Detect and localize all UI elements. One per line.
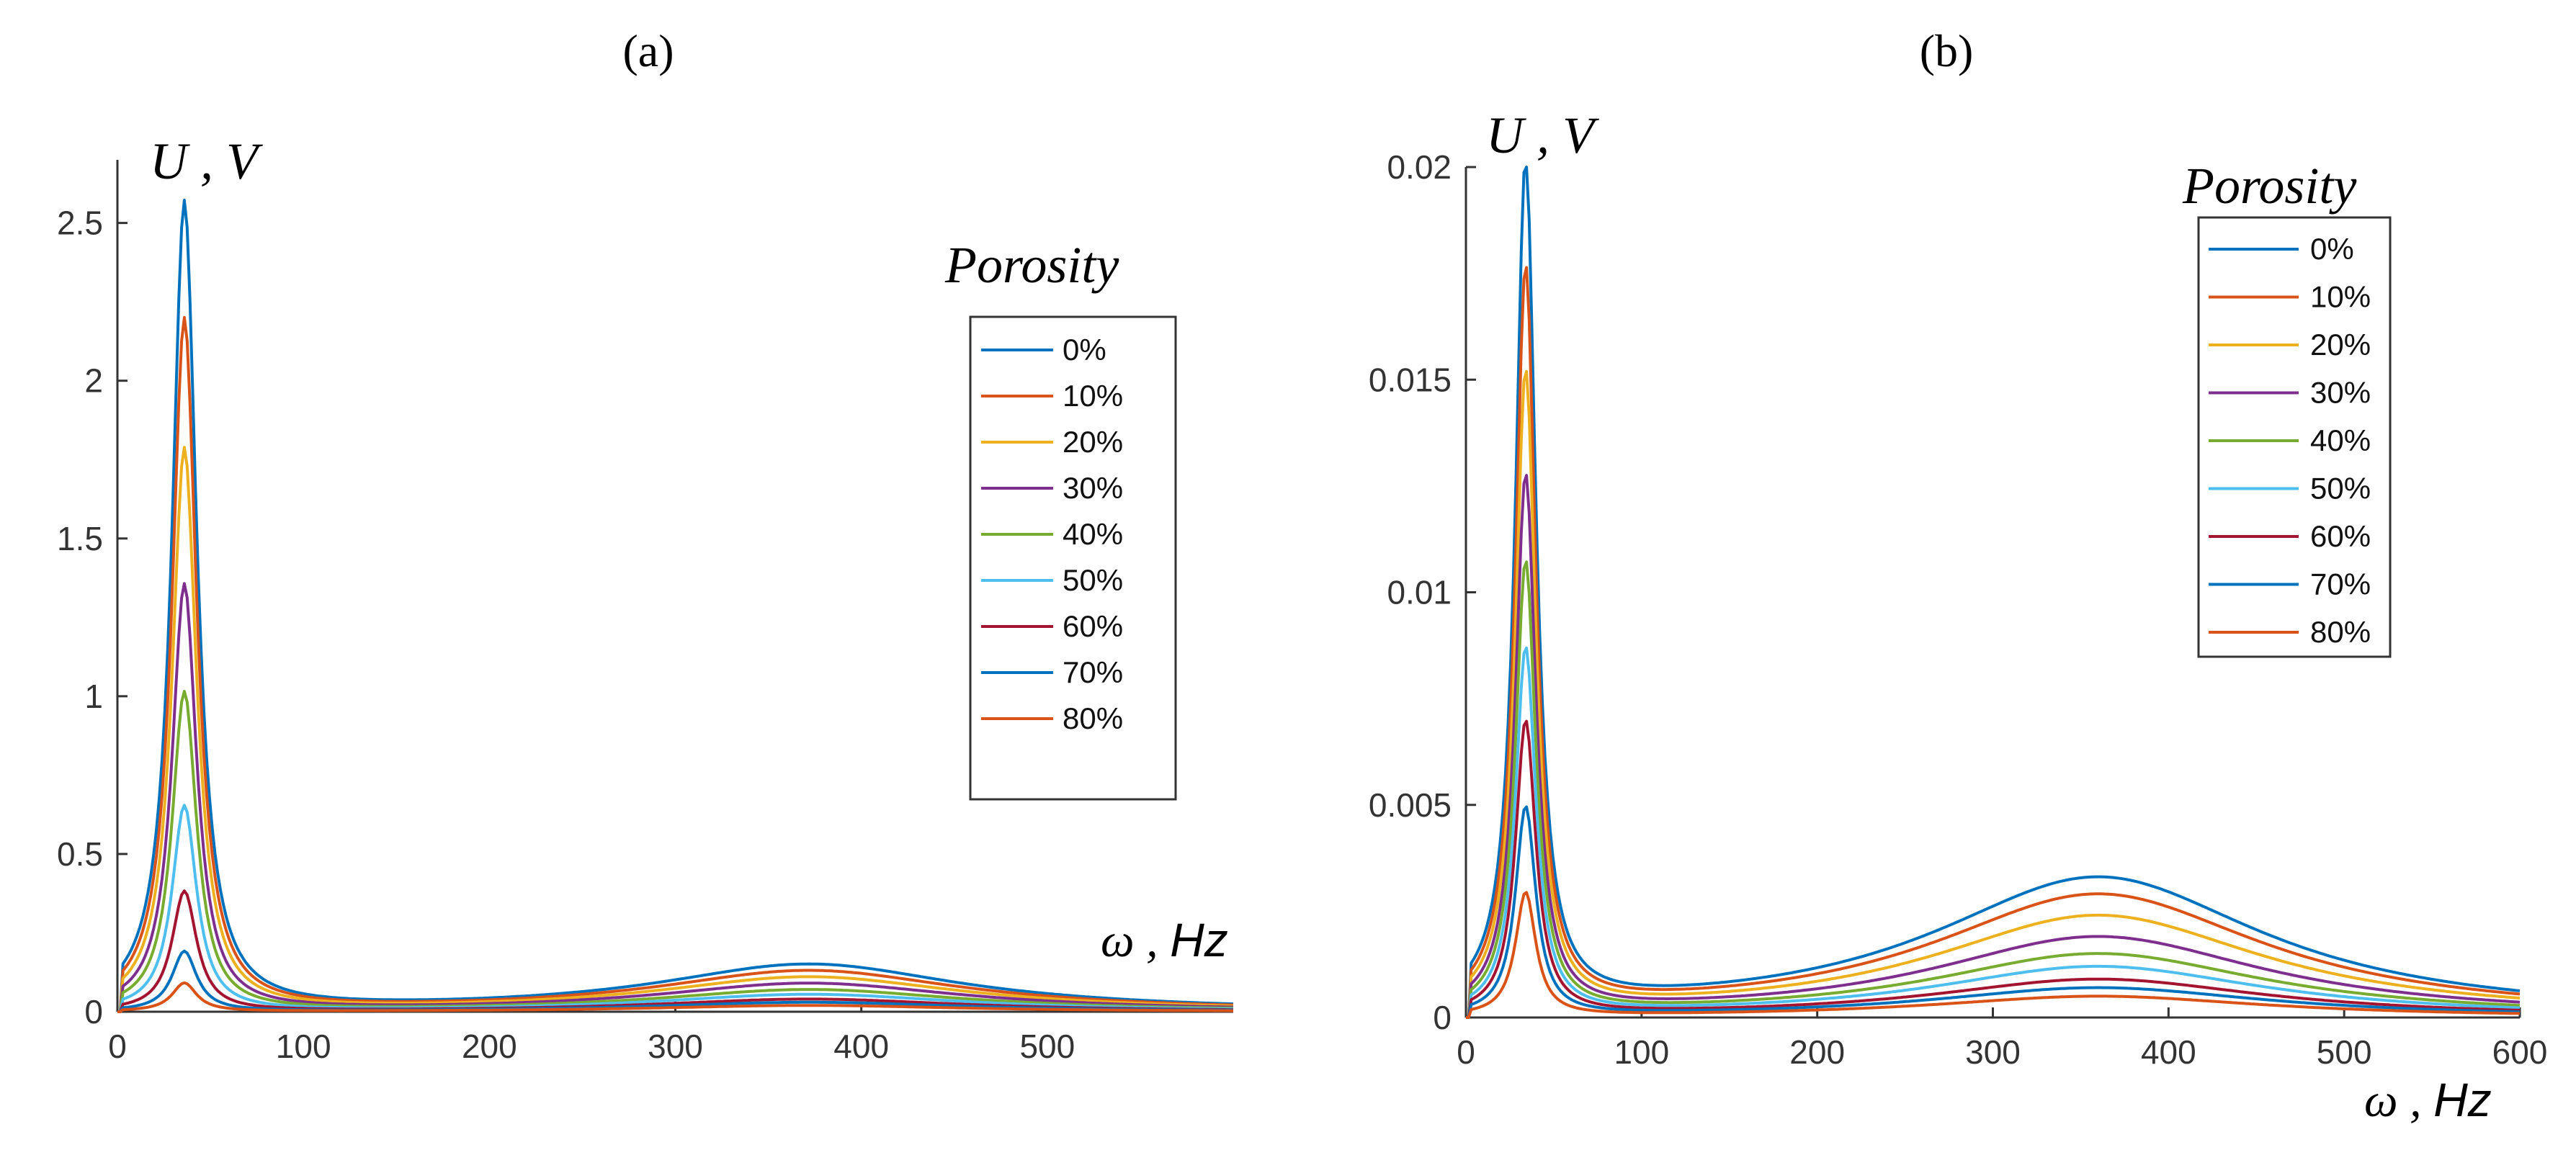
- panel-b-legend-title: Porosity: [2182, 157, 2356, 215]
- panel-b-y-tick-label: 0.005: [1369, 786, 1452, 824]
- panel-b-series-20pct: [1466, 369, 2521, 1019]
- panel-b-x-tick-label: 100: [1614, 1033, 1669, 1071]
- panel-a-legend-title: Porosity: [944, 236, 1119, 294]
- panel-a-x-tick-label: 200: [462, 1028, 517, 1065]
- panel-a-y-ticks: 0 0.5 1 1.5 2 2.5: [57, 205, 128, 1030]
- panel-a-label: (a): [622, 25, 674, 76]
- panel-a-xlabel-symbol: ω: [1101, 915, 1135, 967]
- panel-a-legend-label: 0%: [1063, 333, 1106, 367]
- panel-b-x-tick-label: 500: [2317, 1033, 2372, 1071]
- panel-b-legend-label: 50%: [2310, 472, 2371, 506]
- panel-a-series-80pct: [117, 981, 1233, 1013]
- panel-b: (b) U , V 0 100 200 300 400 500 600 0 0.005 0.01…: [1369, 25, 2548, 1127]
- panel-a-legend-label: 80%: [1063, 701, 1123, 735]
- panel-a-series-30pct: [117, 582, 1234, 1013]
- panel-b-xlabel-symbol: ω: [2364, 1074, 2398, 1127]
- panel-b-series-10pct: [1466, 266, 2521, 1019]
- panel-b-legend-label: 20%: [2310, 328, 2371, 361]
- panel-b-y-tick-label: 0: [1433, 999, 1452, 1036]
- panel-b-legend-label: 60%: [2310, 519, 2371, 553]
- panel-a-xlabel-sep: ,: [1135, 915, 1171, 967]
- panel-a-y-tick-label: 1: [84, 678, 103, 715]
- panel-b-series-40pct: [1466, 560, 2521, 1019]
- panel-b-legend-label: 80%: [2310, 615, 2371, 649]
- panel-b-xlabel-sep: ,: [2398, 1074, 2434, 1127]
- panel-a-y-tick-label: 2.5: [57, 205, 103, 242]
- panel-b-x-tick-label: 600: [2492, 1033, 2548, 1071]
- panel-a-series-lines: [117, 199, 1234, 1013]
- panel-b-x-tick-label: 400: [2141, 1033, 2196, 1071]
- panel-a-series-10pct: [117, 315, 1234, 1013]
- panel-a-xlabel-unit: Hz: [1170, 913, 1228, 966]
- panel-a-series-50pct: [117, 804, 1233, 1013]
- panel-b-y-tick-label: 0.01: [1387, 574, 1452, 611]
- panel-a-y-tick-label: 1.5: [57, 520, 103, 557]
- panel-a-y-tick-label: 0: [84, 993, 103, 1030]
- panel-b-legend-label: 40%: [2310, 423, 2371, 457]
- panel-a-x-tick-label: 500: [1019, 1028, 1075, 1065]
- panel-a-series-0pct: [117, 199, 1234, 1013]
- panel-a-x-tick-label: 400: [833, 1028, 889, 1065]
- panel-a-legend-label: 50%: [1063, 563, 1123, 597]
- panel-a-legend-label: 20%: [1063, 425, 1123, 459]
- panel-a-legend-label: 30%: [1063, 471, 1123, 505]
- panel-b-series-0pct: [1466, 166, 2521, 1019]
- panel-b-legend-label: 0%: [2310, 232, 2354, 266]
- panel-a-legend-label: 70%: [1063, 655, 1123, 689]
- panel-a-series-40pct: [117, 690, 1234, 1013]
- panel-b-series-50pct: [1466, 646, 2521, 1019]
- panel-b-legend-label: 70%: [2310, 567, 2371, 601]
- panel-a-x-tick-label: 300: [648, 1028, 703, 1065]
- panel-a-legend-label: 10%: [1063, 379, 1123, 413]
- panel-b-xlabel: ω , Hz: [2364, 1073, 2492, 1127]
- panel-b-y-ticks: 0 0.005 0.01 0.015 0.02: [1369, 148, 1476, 1036]
- panel-a-legend: 0% 10% 20% 30% 40% 50% 60% 70% 80%: [969, 315, 1177, 801]
- panel-b-series-lines: [1466, 166, 2521, 1019]
- panel-b-ylabel: U , V: [1486, 107, 1599, 164]
- panel-a-y-tick-label: 2: [84, 362, 103, 400]
- panel-a-ylabel: U , V: [150, 132, 263, 190]
- panel-b-series-60pct: [1466, 719, 2521, 1019]
- panel-b-series-80pct: [1466, 891, 2521, 1019]
- panel-b-xlabel-unit: Hz: [2433, 1073, 2492, 1126]
- panel-a-x-tick-label: 100: [276, 1028, 331, 1065]
- panel-b-legend-label: 10%: [2310, 280, 2371, 314]
- panel-a-y-tick-label: 0.5: [57, 835, 103, 873]
- panel-b-x-tick-label: 300: [1965, 1033, 2021, 1071]
- panel-b-x-tick-label: 0: [1457, 1033, 1475, 1071]
- panel-b-y-tick-label: 0.015: [1369, 361, 1452, 398]
- panel-a-x-tick-label: 0: [108, 1028, 127, 1065]
- panel-b-x-ticks: 0 100 200 300 400 500 600: [1457, 1007, 2547, 1071]
- panel-a-legend-label: 40%: [1063, 517, 1123, 551]
- panel-a-xlabel: ω , Hz: [1101, 913, 1228, 967]
- panel-b-series-70pct: [1466, 805, 2520, 1019]
- panel-a: (a) U , V 0 100 200 300 400 500 00.511.522.5 …: [57, 25, 1234, 1065]
- panel-a-series-20pct: [117, 446, 1233, 1013]
- panel-b-y-tick-label: 0.02: [1387, 148, 1452, 186]
- panel-b-series-30pct: [1466, 474, 2521, 1019]
- panel-b-legend: 0% 10% 20% 30% 40% 50% 60% 70% 80%: [2197, 216, 2392, 658]
- panel-b-legend-label: 30%: [2310, 376, 2371, 410]
- panel-b-label: (b): [1920, 25, 1974, 76]
- panel-a-legend-label: 60%: [1063, 609, 1123, 643]
- panel-b-x-tick-label: 200: [1789, 1033, 1845, 1071]
